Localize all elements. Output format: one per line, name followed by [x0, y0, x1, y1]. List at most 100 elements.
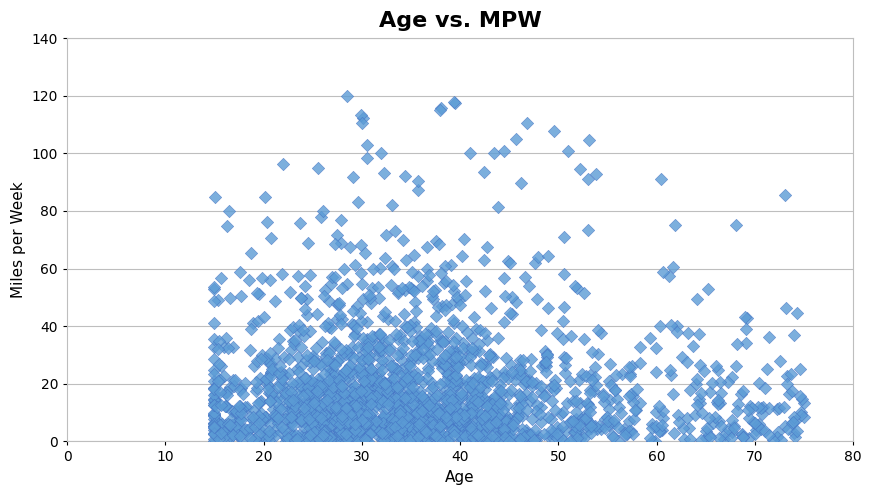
Point [208, 319, 222, 327]
Point [340, 404, 354, 412]
Point [736, 433, 750, 440]
Point [464, 428, 478, 436]
Point [498, 354, 512, 362]
Point [466, 387, 480, 395]
Point [375, 413, 389, 421]
Point [275, 373, 289, 381]
Point [395, 418, 409, 426]
Point [433, 380, 447, 388]
Point [693, 399, 707, 407]
Point [449, 354, 463, 362]
Point [382, 396, 396, 404]
Point [511, 412, 525, 420]
Point [353, 437, 367, 445]
Point [398, 420, 412, 428]
Point [588, 372, 602, 380]
Point [430, 410, 444, 418]
Point [464, 411, 478, 419]
Point [365, 390, 379, 398]
Point [492, 410, 506, 418]
Point [339, 366, 353, 373]
Point [538, 391, 552, 399]
Point [288, 402, 302, 410]
Point [409, 323, 423, 331]
Point [365, 409, 379, 417]
Point [393, 388, 407, 396]
Point [284, 387, 298, 395]
Point [275, 270, 289, 278]
Point [391, 430, 405, 437]
Point [403, 359, 417, 367]
Point [601, 377, 615, 385]
Point [464, 396, 478, 404]
Point [347, 423, 361, 431]
Point [354, 309, 368, 316]
Point [423, 432, 437, 439]
Point [315, 431, 329, 439]
Point [211, 345, 225, 353]
Point [479, 410, 493, 418]
Point [375, 429, 389, 437]
Point [346, 388, 360, 396]
Point [430, 421, 443, 429]
Point [338, 424, 352, 432]
Point [448, 99, 462, 107]
Point [578, 429, 592, 437]
Point [288, 436, 302, 444]
Point [409, 374, 423, 382]
Point [439, 408, 453, 416]
Point [413, 405, 427, 413]
Point [471, 372, 485, 380]
Point [677, 424, 691, 432]
Point [352, 430, 366, 437]
Point [393, 412, 407, 420]
Point [288, 400, 302, 408]
Point [315, 207, 329, 215]
Point [480, 398, 494, 406]
Point [519, 426, 533, 434]
Point [346, 433, 360, 440]
Point [366, 392, 380, 400]
Point [439, 413, 453, 421]
Point [649, 422, 663, 430]
Point [373, 426, 387, 434]
Point [569, 419, 583, 427]
Point [670, 328, 684, 336]
X-axis label: Age: Age [445, 470, 475, 485]
Point [568, 422, 582, 430]
Point [584, 429, 598, 437]
Point [223, 382, 237, 390]
Point [240, 403, 254, 411]
Point [684, 435, 698, 443]
Point [214, 401, 228, 409]
Point [323, 436, 337, 444]
Point [573, 399, 587, 407]
Point [788, 433, 802, 441]
Point [358, 412, 372, 420]
Point [331, 407, 345, 415]
Point [243, 346, 257, 354]
Point [485, 353, 498, 361]
Point [294, 362, 308, 370]
Point [401, 361, 415, 369]
Point [347, 415, 361, 423]
Point [391, 429, 405, 436]
Point [363, 422, 377, 430]
Point [457, 235, 471, 243]
Point [450, 395, 464, 403]
Point [244, 424, 258, 432]
Point [531, 295, 545, 303]
Point [322, 350, 336, 358]
Point [392, 423, 406, 431]
Point [365, 332, 379, 340]
Point [391, 289, 405, 297]
Point [471, 390, 485, 398]
Point [524, 355, 538, 363]
Point [376, 397, 390, 405]
Point [503, 420, 517, 428]
Point [512, 392, 526, 400]
Point [371, 422, 385, 430]
Point [725, 416, 739, 424]
Point [313, 360, 327, 368]
Point [391, 422, 405, 430]
